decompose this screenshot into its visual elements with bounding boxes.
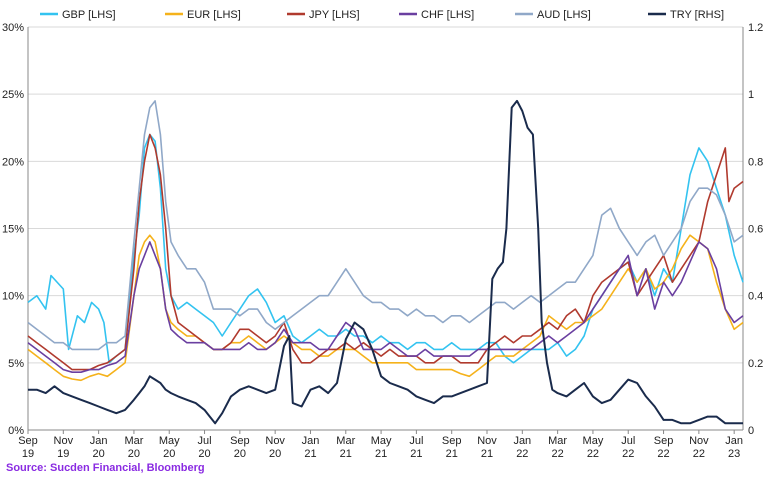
- x-tick-label: Jan: [302, 435, 320, 447]
- right-tick-label: 0.8: [748, 156, 763, 168]
- right-tick-label: 1.2: [748, 22, 763, 34]
- left-tick-label: 10%: [2, 291, 24, 303]
- x-tick-label: Mar: [124, 435, 143, 447]
- series-line-try: [28, 99, 743, 425]
- x-tick-label: 20: [92, 448, 104, 460]
- x-tick-label: Sep: [230, 435, 250, 447]
- x-tick-label: Mar: [548, 435, 567, 447]
- x-tick-label: May: [371, 435, 392, 447]
- gridlines: [27, 26, 744, 431]
- x-tick-label: Jul: [409, 435, 423, 447]
- left-tick-label: 5%: [8, 358, 24, 370]
- x-tick-label: 20: [163, 448, 175, 460]
- x-tick-label: 19: [22, 448, 34, 460]
- x-tick-label: Sep: [18, 435, 38, 447]
- x-tick-label: Nov: [265, 435, 285, 447]
- x-tick-label: 21: [340, 448, 352, 460]
- right-tick-label: 0.6: [748, 224, 763, 236]
- legend: GBP [LHS] EUR [LHS] JPY [LHS] CHF [LHS] AUD …: [40, 9, 724, 21]
- left-axis-ticks: 0% 5% 10% 15% 20% 25% 30%: [2, 22, 24, 437]
- x-tick-label: 20: [128, 448, 140, 460]
- right-tick-label: 0.2: [748, 358, 763, 370]
- right-tick-label: 0.4: [748, 291, 763, 303]
- x-tick-label: 21: [375, 448, 387, 460]
- x-tick-label: May: [583, 435, 604, 447]
- legend-label: TRY [RHS]: [670, 9, 724, 21]
- legend-label: GBP [LHS]: [62, 9, 116, 21]
- x-tick-label: Sep: [654, 435, 674, 447]
- legend-label: CHF [LHS]: [421, 9, 474, 21]
- x-tick-label: 20: [269, 448, 281, 460]
- x-tick-label: Nov: [477, 435, 497, 447]
- x-tick-label: Nov: [54, 435, 74, 447]
- x-tick-label: Mar: [336, 435, 355, 447]
- left-tick-label: 25%: [2, 89, 24, 101]
- series-line-eur: [27, 234, 744, 382]
- x-tick-label: 22: [587, 448, 599, 460]
- left-tick-label: 15%: [2, 224, 24, 236]
- right-tick-label: 1: [748, 89, 754, 101]
- x-tick-label: Jul: [621, 435, 635, 447]
- left-tick-label: 20%: [2, 156, 24, 168]
- left-tick-label: 0%: [8, 425, 24, 437]
- x-tick-label: 20: [198, 448, 210, 460]
- x-tick-label: Jan: [725, 435, 743, 447]
- x-tick-label: 21: [304, 448, 316, 460]
- x-tick-label: Jul: [198, 435, 212, 447]
- x-tick-label: 20: [234, 448, 246, 460]
- source-note: Source: Sucden Financial, Bloomberg: [6, 462, 205, 474]
- x-tick-label: 23: [728, 448, 740, 460]
- x-tick-label: 21: [410, 448, 422, 460]
- x-tick-label: May: [159, 435, 180, 447]
- x-tick-label: Sep: [442, 435, 462, 447]
- x-tick-label: 22: [657, 448, 669, 460]
- right-tick-label: 0: [748, 425, 754, 437]
- x-tick-label: 21: [481, 448, 493, 460]
- series-line-jpy: [27, 133, 744, 371]
- x-tick-label: 21: [446, 448, 458, 460]
- x-tick-label: 19: [57, 448, 69, 460]
- x-tick-label: Jan: [513, 435, 531, 447]
- x-axis-ticks: Sep19Nov19Jan20Mar20May20Jul20Sep20Nov20…: [18, 430, 743, 460]
- x-tick-label: 22: [622, 448, 634, 460]
- legend-label: EUR [LHS]: [187, 9, 241, 21]
- legend-label: JPY [LHS]: [309, 9, 360, 21]
- x-tick-label: 22: [693, 448, 705, 460]
- x-tick-label: Nov: [689, 435, 709, 447]
- x-tick-label: 22: [552, 448, 564, 460]
- x-tick-label: Jan: [90, 435, 108, 447]
- left-tick-label: 30%: [2, 22, 24, 34]
- legend-label: AUD [LHS]: [537, 9, 591, 21]
- x-tick-label: 22: [516, 448, 528, 460]
- series-line-aud: [27, 100, 744, 351]
- series-lines: [27, 99, 744, 425]
- right-axis-ticks: 0 0.2 0.4 0.6 0.8 1 1.2: [748, 22, 763, 437]
